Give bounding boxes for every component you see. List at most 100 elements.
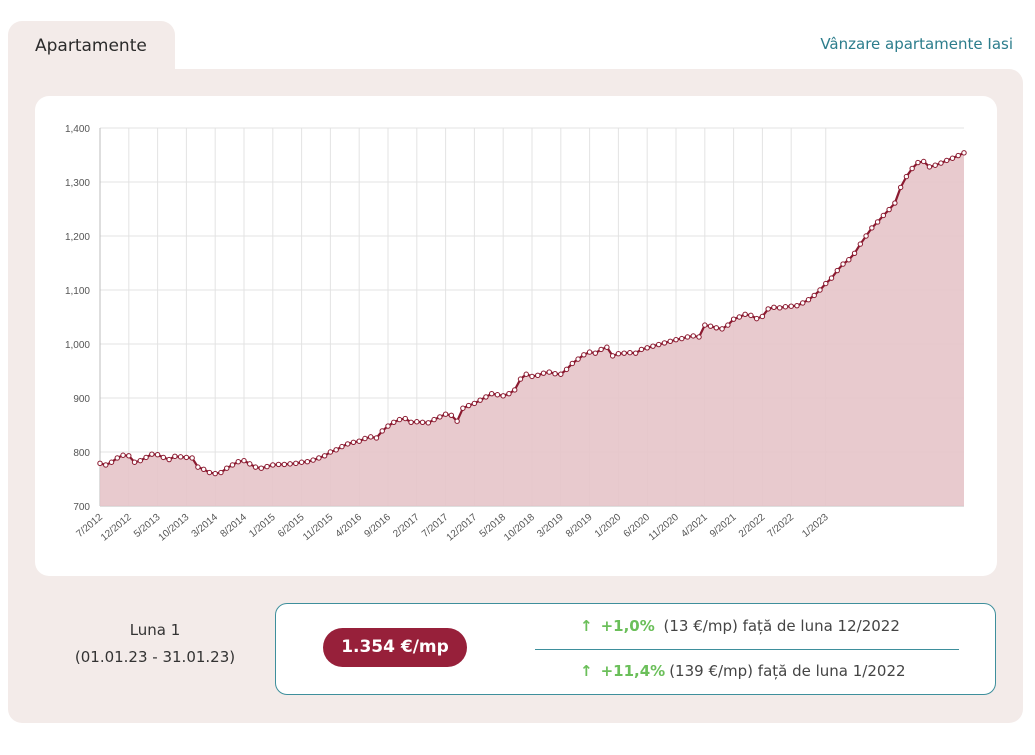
data-point: [932, 162, 938, 168]
up-arrow-icon: ↑: [580, 662, 593, 680]
data-point: [540, 370, 547, 376]
data-point: [523, 371, 529, 377]
data-point: [97, 460, 103, 467]
data-point: [765, 306, 771, 312]
x-tick-label: 2/2017: [391, 512, 422, 540]
data-point: [195, 464, 201, 470]
y-tick-label: 1,200: [65, 232, 90, 243]
data-point: [771, 304, 777, 310]
data-point: [632, 350, 639, 356]
data-point: [851, 250, 858, 256]
data-point: [419, 419, 426, 425]
data-point: [402, 415, 408, 422]
data-point: [414, 419, 420, 425]
data-point: [437, 414, 443, 420]
y-tick-label: 800: [73, 448, 90, 459]
data-point: [840, 261, 846, 267]
data-point: [690, 333, 696, 339]
x-tick-label: 4/2016: [334, 512, 365, 540]
data-point: [373, 435, 380, 441]
data-point: [638, 346, 645, 353]
data-point: [909, 165, 915, 172]
data-point: [298, 459, 305, 465]
yearly-change-text: (139 €/mp) față de luna 1/2022: [669, 662, 906, 680]
x-tick-label: 11/2020: [647, 512, 682, 543]
monthly-change: ↑ +1,0% (13 €/mp) față de luna 12/2022: [580, 617, 900, 639]
data-point: [425, 420, 432, 426]
data-point: [103, 462, 109, 468]
data-point: [707, 323, 714, 329]
data-point: [702, 322, 708, 328]
data-point: [846, 257, 852, 263]
data-point: [454, 418, 460, 424]
data-point: [742, 311, 748, 318]
data-point: [327, 449, 334, 455]
data-point: [362, 435, 368, 442]
data-point: [915, 159, 921, 166]
data-point: [131, 459, 138, 465]
data-point: [316, 455, 322, 461]
data-point: [535, 372, 541, 379]
data-point: [281, 461, 288, 468]
data-point: [391, 419, 397, 425]
data-point: [126, 453, 132, 459]
data-point: [166, 456, 172, 463]
data-point: [177, 454, 184, 460]
data-point: [892, 200, 898, 206]
data-point: [275, 461, 282, 468]
data-point: [500, 393, 506, 399]
data-point: [379, 428, 385, 434]
data-point: [730, 316, 737, 322]
data-point: [886, 206, 892, 213]
data-point: [350, 439, 357, 445]
x-tick-label: 4/2021: [679, 512, 710, 540]
x-tick-label: 3/2019: [535, 512, 566, 540]
data-point: [339, 443, 345, 450]
data-point: [581, 352, 587, 358]
data-point: [344, 441, 351, 447]
data-point: [575, 356, 581, 362]
data-point: [442, 411, 449, 417]
data-point: [713, 325, 720, 331]
data-point: [114, 455, 120, 461]
data-point: [955, 152, 961, 159]
data-point: [869, 225, 875, 231]
data-point: [938, 160, 944, 166]
data-point: [604, 344, 610, 350]
data-point: [725, 322, 731, 328]
data-point: [137, 457, 144, 464]
data-point: [200, 466, 207, 472]
data-point: [828, 275, 835, 281]
data-point: [673, 336, 679, 343]
data-point: [241, 457, 247, 464]
data-point: [154, 452, 161, 458]
data-point: [293, 460, 299, 467]
data-point: [679, 335, 685, 342]
data-point: [465, 402, 472, 409]
data-point: [333, 447, 339, 453]
x-tick-label: 12/2017: [445, 512, 480, 544]
data-point: [160, 454, 167, 461]
data-point: [748, 312, 754, 319]
data-point: [569, 360, 576, 367]
data-point: [264, 463, 270, 470]
data-point: [483, 394, 489, 400]
x-tick-label: 7/2022: [766, 512, 797, 540]
data-point: [385, 423, 391, 429]
data-point: [759, 313, 766, 320]
data-point: [108, 459, 115, 465]
data-point: [477, 397, 483, 403]
data-point: [287, 461, 293, 467]
data-point: [800, 300, 806, 306]
data-point: [782, 304, 789, 310]
y-tick-label: 1,100: [65, 286, 90, 297]
data-point: [788, 303, 794, 309]
sale-apartments-link[interactable]: Vânzare apartamente Iasi: [820, 35, 1013, 53]
series-area: [100, 152, 964, 506]
x-tick-label: 10/2018: [502, 512, 537, 544]
data-point: [719, 326, 725, 332]
data-point: [944, 157, 950, 164]
data-point: [218, 469, 224, 476]
data-point: [529, 373, 535, 380]
x-tick-label: 8/2014: [218, 512, 249, 540]
